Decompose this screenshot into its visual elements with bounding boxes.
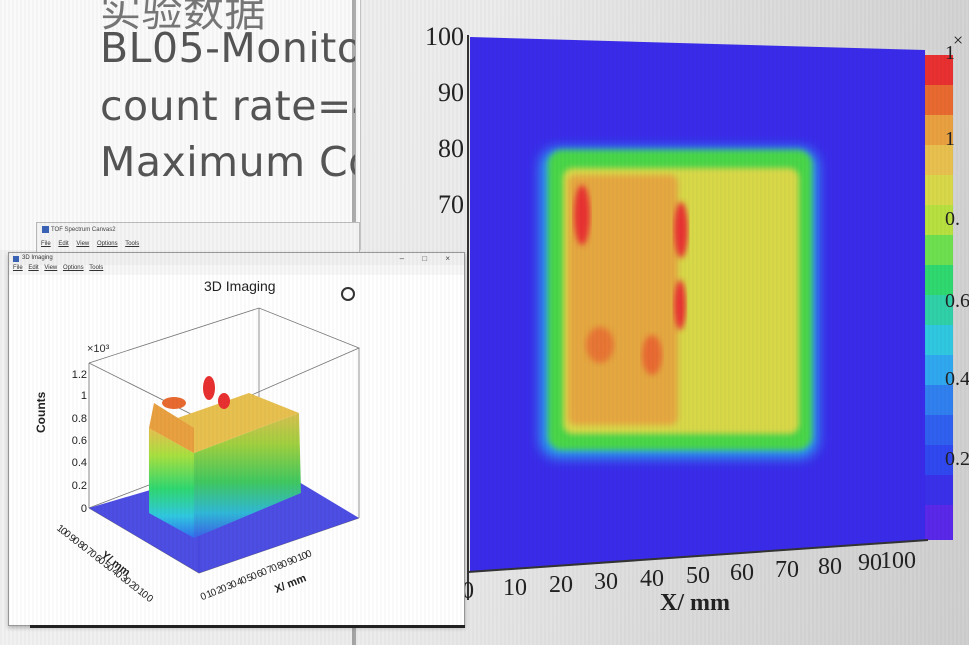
heatmap-hotspot [586,327,614,363]
z-exponent: ×10³ [87,343,110,355]
menu-tools[interactable]: Tools [125,241,140,247]
tof-window-title: TOF Spectrum Canvas2 [51,227,116,233]
heatmap-hotspot [674,280,686,330]
surface-peak [218,393,230,409]
menu-edit[interactable]: Edit [28,265,39,271]
heatmap-x-tick: 50 [686,563,710,589]
menu-options[interactable]: Options [96,241,118,247]
surface-front-face [149,428,194,538]
surface-right-face [194,413,301,538]
z-tick: 0.6 [71,435,87,447]
z-tick: 0.4 [71,457,87,469]
z-tick: 1 [80,390,87,402]
z-tick: 0.8 [71,413,87,425]
background-slide: 实验数据 BL05-Monitor count rate=4 Maximum C… [0,0,361,250]
heatmap-x-tick: 20 [549,572,573,598]
z-tick: 0 [80,503,87,515]
menu-file[interactable]: File [41,241,51,247]
z-tick: 1.2 [71,369,87,381]
colorbar-tick: 1 [945,42,955,64]
monitor-edge [30,625,465,628]
colorbar-exponent: × [953,30,964,50]
colorbar-tick: 0.4 [945,368,969,390]
heatmap-y-tick: 100 [425,22,464,51]
slide-line-1: BL05-Monitor [100,24,355,72]
heatmap-y-tick: 70 [438,190,464,219]
heatmap-x-tick: 10 [503,575,527,601]
heatmap-y-tick: 90 [438,78,464,107]
menu-tools[interactable]: Tools [89,265,104,271]
heatmap-x-label: X/ mm [660,590,730,616]
heatmap-x-tick: 60 [730,560,754,586]
colorbar-tick: 0. [945,208,960,230]
imaging-3d-window[interactable]: 3D Imaging – □ × File Edit View Options … [8,252,465,626]
z-tick: 0.2 [71,480,87,492]
surface-3d-plot [88,307,361,574]
root-app-icon [13,256,19,262]
colorbar-tick: 1 [945,128,955,150]
window-titlebar[interactable]: 3D Imaging – □ × [9,253,464,265]
mouse-cursor-ring [341,287,355,301]
slide-line-2: count rate=4 [100,82,355,130]
surface-peak [162,397,186,409]
heatmap-y-tick: 80 [438,134,464,163]
colorbar-tick: 0.6 [945,290,969,312]
heatmap-x-tick: 30 [594,569,618,595]
colorbar [925,55,953,540]
menu-edit[interactable]: Edit [58,241,69,247]
menu-options[interactable]: Options [62,265,84,271]
z-axis-label: Counts [34,391,48,433]
heatmap-x-tick: 90 [858,550,882,576]
surface-top-band [149,403,194,453]
slide-line-0: 实验数据 [100,0,266,36]
surface-peak [203,376,215,400]
heatmap-x-tick: 100 [880,548,916,574]
window-title: 3D Imaging [22,255,53,261]
root-app-icon [42,226,49,233]
window-controls[interactable]: – □ × [399,254,458,263]
heatmap-x-tick: 80 [818,554,842,580]
menu-file[interactable]: File [13,265,23,271]
heatmap-hotspot [642,335,662,375]
menu-view[interactable]: View [76,241,90,247]
heatmap-hotspot [574,185,590,245]
plot-title: 3D Imaging [204,278,276,294]
heatmap-hotspot [674,202,688,258]
heatmap-x-tick: 70 [775,557,799,583]
window-menubar: File Edit View Options Tools [9,265,464,275]
slide-line-3: Maximum Co [100,138,355,186]
colorbar-tick: 0.2 [945,448,969,470]
tof-menubar: File Edit View Options Tools [41,241,145,247]
heatmap-x-tick: 0 [462,578,474,604]
menu-view[interactable]: View [44,265,58,271]
heatmap-x-tick: 40 [640,566,664,592]
